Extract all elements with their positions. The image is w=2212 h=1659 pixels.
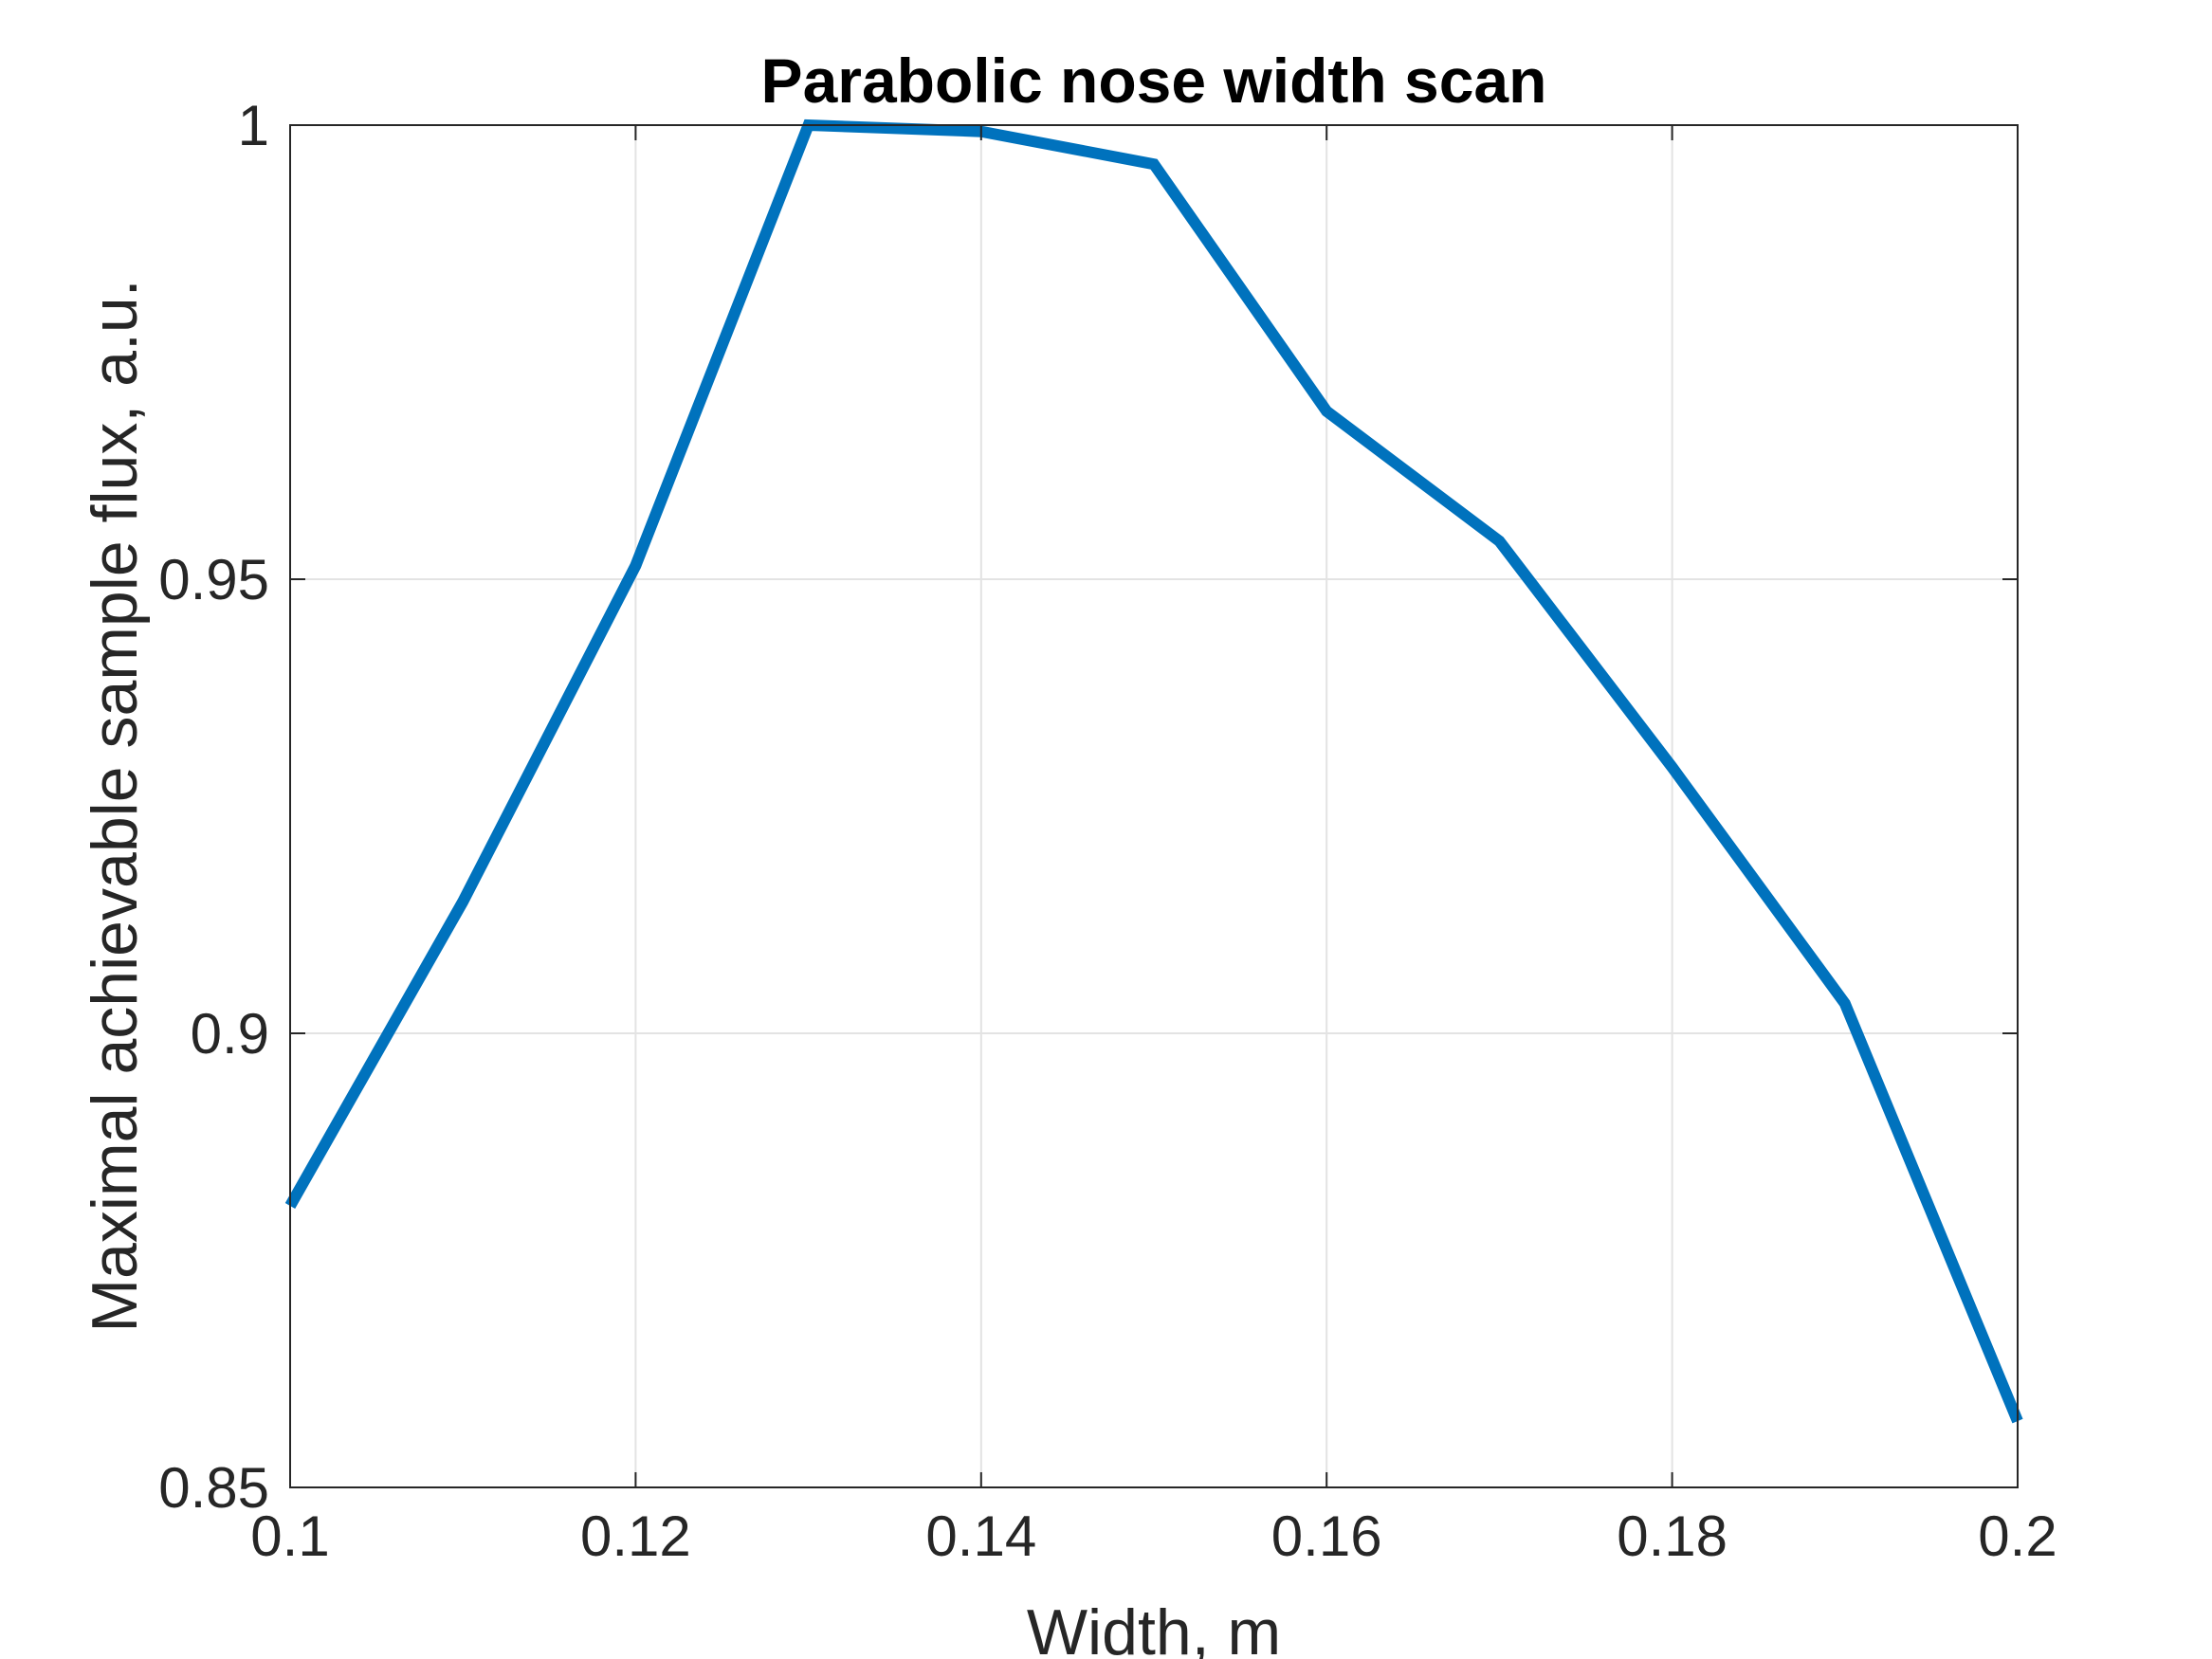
x-tick-label: 0.12 (580, 1504, 691, 1568)
x-tick-labels: 0.1 0.12 0.14 0.16 0.18 0.2 (250, 1504, 2057, 1568)
x-tick-label: 0.16 (1271, 1504, 1382, 1568)
series-layer (284, 118, 2023, 1424)
x-tick-label: 0.2 (1978, 1504, 2057, 1568)
plot-frame (289, 124, 2019, 1488)
x-tick-label: 0.14 (925, 1504, 1036, 1568)
y-tick-labels: 0.85 0.9 0.95 1 (158, 94, 269, 1520)
y-tick-label: 0.9 (191, 1002, 269, 1066)
y-tick-label: 0.95 (158, 548, 269, 611)
y-tick-label: 0.85 (158, 1456, 269, 1520)
chart-title: Parabolic nose width scan (761, 46, 1547, 116)
x-tick-label: 0.1 (250, 1504, 329, 1568)
plot-area (290, 125, 2018, 1487)
y-axis-label: Maximal achievable sample flux, a.u. (79, 279, 151, 1332)
tick-marks (289, 124, 2019, 1488)
x-axis-label: Width, m (1027, 1596, 1281, 1659)
y-tick-label: 1 (238, 94, 269, 157)
x-tick-label: 0.18 (1617, 1504, 1728, 1568)
series-line-0 (284, 118, 2023, 1424)
